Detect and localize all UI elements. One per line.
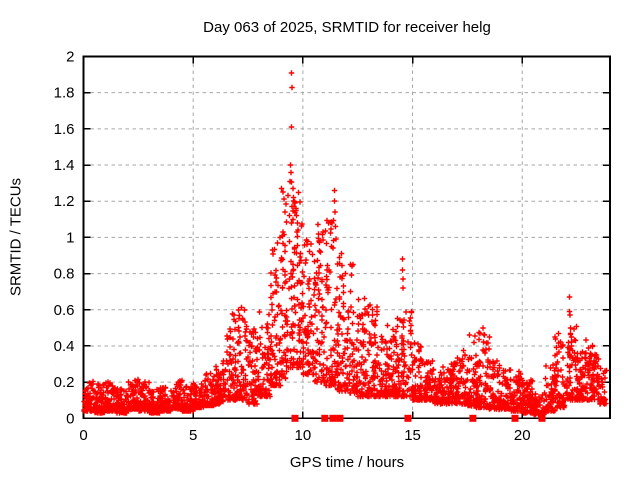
gap-marker-square (321, 414, 329, 422)
axis-ticks (82, 55, 610, 420)
tick-labels: 0 5 10 15 20 0 0.2 0.4 0.6 0.8 1 1.2 1.4 1.6 1.8 2 (54, 49, 531, 444)
y-tick-label: 1.6 (54, 121, 75, 138)
x-axis-title: GPS time / hours (289, 454, 405, 471)
y-tick-label: 0 (66, 410, 74, 427)
y-tick-label: 1 (66, 229, 74, 246)
gap-marker-square (404, 414, 412, 422)
gap-marker-square (329, 414, 337, 422)
chart-title: Day 063 of 2025, SRMTID for receiver hel… (203, 19, 491, 36)
y-tick-label: 0.2 (54, 374, 75, 391)
gap-marker-square (511, 414, 519, 422)
y-tick-label: 0.4 (54, 338, 75, 355)
x-tick-label: 5 (189, 427, 197, 444)
x-tick-label: 15 (404, 427, 421, 444)
y-tick-label: 1.8 (54, 85, 75, 102)
gap-marker-square (538, 414, 546, 422)
y-tick-label: 0.6 (54, 302, 75, 319)
y-tick-label: 1.2 (54, 193, 75, 210)
gap-marker-square (336, 414, 344, 422)
y-tick-label: 0.8 (54, 266, 75, 283)
grid-lines (83, 56, 610, 419)
y-tick-label: 2 (66, 49, 74, 66)
gap-marker-square (291, 414, 299, 422)
gap-markers (291, 414, 546, 422)
x-tick-label: 20 (514, 427, 531, 444)
x-tick-label: 0 (79, 427, 87, 444)
gap-marker-square (469, 414, 477, 422)
y-tick-label: 1.4 (54, 157, 75, 174)
y-axis-title: SRMTID / TECUs (7, 177, 25, 297)
x-tick-label: 10 (295, 427, 312, 444)
scatter-points (81, 70, 610, 418)
